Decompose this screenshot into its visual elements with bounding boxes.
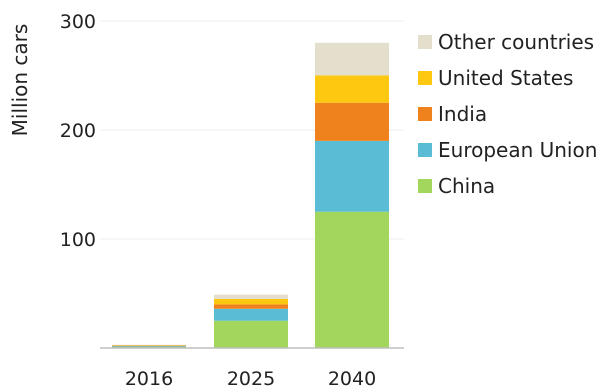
bars: [112, 42, 389, 348]
legend-swatch: [418, 35, 432, 49]
bar-segment-united-states-2025: [214, 298, 288, 305]
x-tick-label: 2040: [328, 368, 376, 388]
bar-segment-united-states-2016: [112, 345, 186, 346]
legend-label: United States: [438, 66, 574, 90]
legend-swatch: [418, 71, 432, 85]
legend-label: Other countries: [438, 30, 595, 54]
legend-item: China: [418, 168, 597, 204]
bar-segment-european-union-2016: [112, 345, 186, 347]
legend-item: United States: [418, 60, 597, 96]
bar-segment-china-2040: [315, 211, 389, 348]
bar-segment-india-2025: [214, 304, 288, 309]
bar-segment-other-countries-2025: [214, 294, 288, 299]
legend-label: China: [438, 174, 496, 198]
x-tick-label: 2016: [125, 368, 173, 388]
legend-item: Other countries: [418, 24, 597, 60]
bar-segment-european-union-2040: [315, 140, 389, 212]
y-tick-label: 300: [60, 11, 96, 33]
bar-segment-european-union-2025: [214, 308, 288, 321]
legend-label: India: [438, 102, 488, 126]
bar-segment-china-2025: [214, 320, 288, 348]
legend-item: European Union: [418, 132, 597, 168]
x-tick-label: 2025: [227, 368, 275, 388]
y-axis-title: Million cars: [8, 24, 32, 137]
bar-segment-united-states-2040: [315, 75, 389, 103]
legend: Other countries United States India Europea…: [418, 24, 597, 204]
legend-label: European Union: [438, 138, 598, 162]
bar-segment-india-2040: [315, 102, 389, 141]
x-tick-labels: 2016 2025 2040: [125, 368, 376, 388]
legend-item: India: [418, 96, 597, 132]
bar-segment-other-countries-2016: [112, 344, 186, 346]
y-tick-labels: 100 200 300: [60, 11, 96, 251]
y-tick-label: 100: [60, 229, 96, 251]
y-tick-label: 200: [60, 120, 96, 142]
legend-swatch: [418, 143, 432, 157]
legend-swatch: [418, 179, 432, 193]
bar-segment-other-countries-2040: [315, 42, 389, 76]
legend-swatch: [418, 107, 432, 121]
bar-segment-india-2016: [112, 345, 186, 347]
